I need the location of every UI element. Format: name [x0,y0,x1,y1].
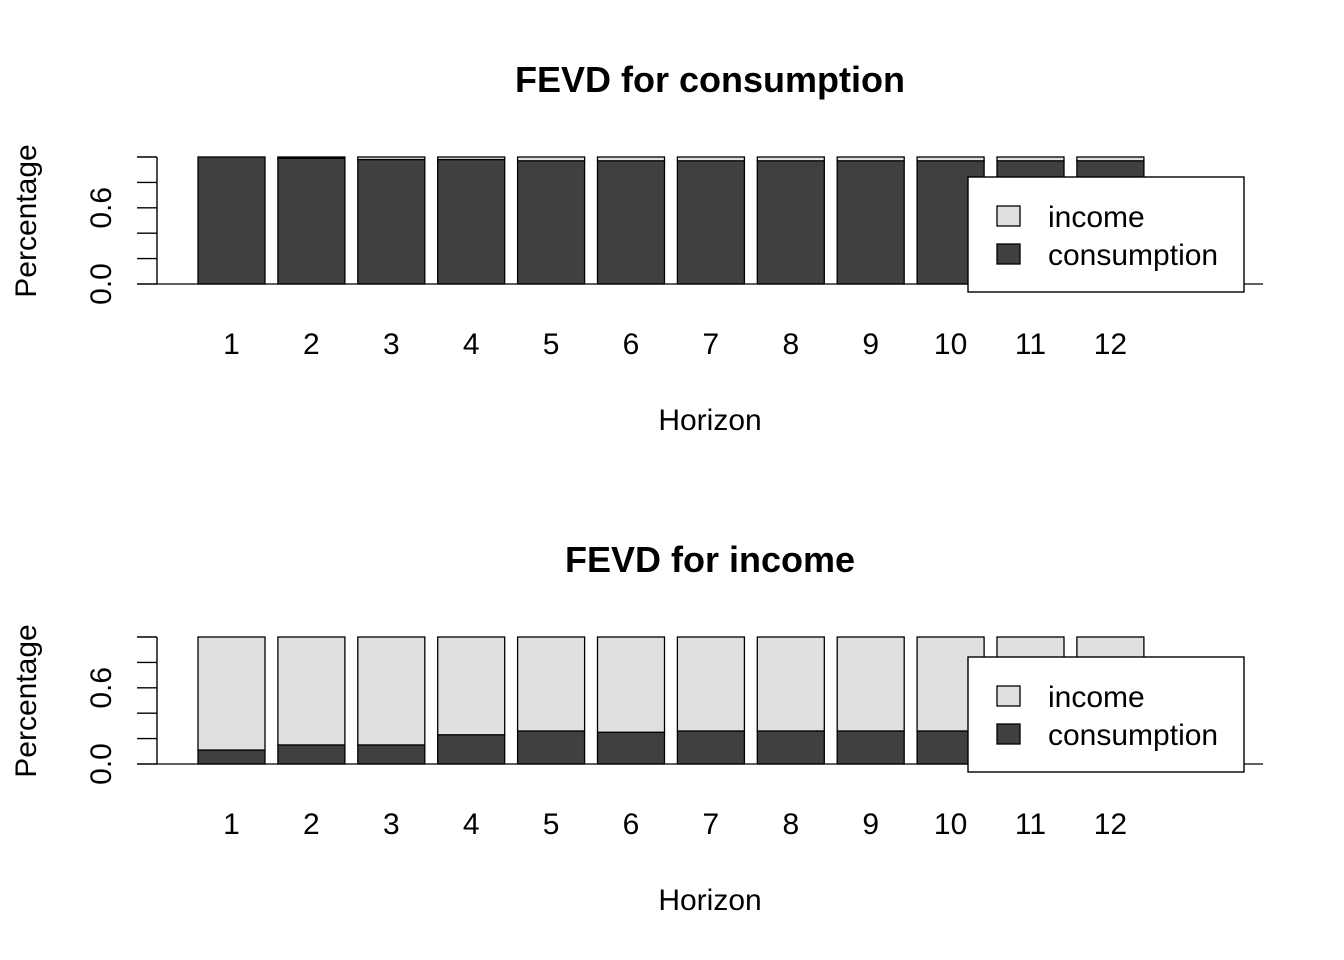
bar-consumption-3 [357,158,426,285]
x-tick-label: 7 [703,328,720,361]
bar-consumption-7 [676,730,746,765]
bar-consumption-4 [437,158,506,285]
x-tick-label: 8 [782,808,799,841]
bar-consumption-5 [516,730,586,765]
legend-swatch-consumption [996,723,1021,745]
bar-income-6 [596,156,666,162]
legend-swatch-consumption [996,243,1021,265]
bar-income-5 [516,156,586,162]
bar-consumption-5 [516,160,586,285]
x-tick-label: 6 [623,808,640,841]
y-axis-label: Percentage [10,624,43,777]
x-tick-label: 5 [543,808,560,841]
x-tick-label: 11 [1015,808,1046,841]
legend-label-income: income [1048,681,1145,714]
y-axis-label: Percentage [10,144,43,297]
legend-box [967,176,1245,293]
x-tick-label: 2 [303,328,320,361]
x-tick-label: 6 [623,328,640,361]
x-tick-label: 11 [1015,328,1046,361]
chart-title: FEVD for consumption [515,59,905,100]
bar-consumption-1 [197,156,266,285]
x-tick-label: 10 [934,808,967,841]
x-tick-label: 4 [463,808,480,841]
chart-title: FEVD for income [565,539,855,580]
bar-consumption-2 [277,157,346,285]
x-tick-label: 9 [862,808,879,841]
bar-consumption-3 [357,744,426,765]
x-tick-label: 9 [862,328,879,361]
bar-income-11 [996,156,1065,162]
bar-income-1 [197,636,266,751]
bar-income-5 [516,636,586,732]
bar-income-7 [676,636,746,732]
legend: income consumption [967,176,1245,293]
x-tick-label: 10 [934,328,967,361]
x-tick-label: 12 [1094,328,1127,361]
bar-consumption-9 [836,730,905,765]
x-tick-label: 2 [303,808,320,841]
bar-income-6 [596,636,666,733]
y-tick-label: 0.6 [85,667,118,709]
legend: income consumption [967,656,1245,773]
bar-income-8 [756,156,825,162]
x-tick-label: 4 [463,328,480,361]
bar-income-8 [756,636,825,732]
legend-swatch-income [996,205,1021,227]
x-tick-label: 7 [703,808,720,841]
bar-consumption-1 [197,749,266,765]
x-tick-label: 12 [1094,808,1127,841]
bar-income-9 [836,156,905,162]
bar-income-4 [437,156,506,161]
x-tick-label: 1 [223,328,240,361]
legend-label-income: income [1048,201,1145,234]
x-tick-label: 5 [543,328,560,361]
bar-income-4 [437,636,506,736]
x-tick-label: 8 [782,328,799,361]
y-tick-label: 0.6 [85,187,118,229]
bar-consumption-7 [676,160,746,285]
bar-income-2 [277,636,346,746]
bar-income-2 [277,156,346,159]
bar-income-10 [916,156,985,162]
bar-consumption-9 [836,160,905,285]
bar-income-12 [1076,156,1145,162]
x-axis-label: Horizon [658,404,761,437]
legend-label-consumption: consumption [1048,719,1218,752]
bar-income-9 [836,636,905,732]
y-tick-label: 0.0 [85,743,118,785]
legend-label-consumption: consumption [1048,239,1218,272]
x-axis-label: Horizon [658,884,761,917]
x-tick-label: 3 [383,808,400,841]
bar-consumption-6 [596,731,666,765]
bar-income-3 [357,636,426,746]
y-tick-label: 0.0 [85,263,118,305]
bar-consumption-8 [756,730,825,765]
bar-consumption-4 [437,734,506,765]
bar-income-7 [676,156,746,162]
bar-income-3 [357,156,426,161]
x-tick-label: 1 [223,808,240,841]
bar-consumption-8 [756,160,825,285]
legend-swatch-income [996,685,1021,707]
x-tick-label: 3 [383,328,400,361]
bar-consumption-2 [277,744,346,765]
bar-consumption-6 [596,160,666,285]
legend-box [967,656,1245,773]
